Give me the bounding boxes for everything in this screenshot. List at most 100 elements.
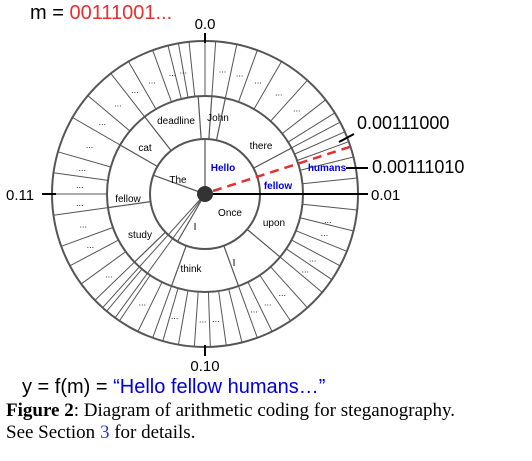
ellipsis-mark-3: ... [254,75,262,85]
outer-divider-36 [94,261,135,301]
outer-divider-31 [162,288,179,342]
caption-sep: : [73,400,80,421]
ellipsis-mark-8: ... [309,254,317,264]
outer-divider-25 [238,285,258,338]
token-deadline: deadline [157,116,195,127]
message-prefix: m = [30,2,69,24]
outer-divider-16 [302,203,358,211]
token-john: John [207,113,229,124]
token-fellow: fellow [115,194,141,205]
ellipsis-mark-11: ... [264,298,272,308]
label-right-lower: 0.01 [371,187,400,204]
outer-divider-47 [128,61,157,110]
outer-divider-49 [177,43,189,98]
ellipsis-mark-28: ... [169,68,177,78]
outer-divider-42 [53,172,109,181]
caption-label: Figure 2 [6,400,74,421]
middle-divider-1 [215,98,226,141]
ellipsis-mark-15: ... [171,311,179,321]
arithmetic-coding-diagram: ........................................… [6,2,464,398]
middle-divider-4 [246,228,281,258]
caption-line2-suffix: for details. [109,422,196,443]
output-text: “Hello fellow humans…” [113,376,325,398]
ellipsis-mark-19: ... [79,219,87,229]
ellipsis-mark-26: ... [131,85,139,95]
outer-divider-5 [238,50,258,103]
outer-divider-38 [69,239,119,267]
outer-divider-8 [281,99,326,135]
token-there: there [250,141,273,152]
ellipsis-mark-25: ... [114,99,122,109]
outer-divider-28 [207,291,211,347]
outer-divider-24 [247,281,273,332]
outer-divider-43 [57,151,111,168]
ellipsis-mark-4: ... [275,87,283,97]
label-bottom: 0.10 [190,358,219,375]
token-upon: upon [263,218,285,229]
token-once: Once [218,208,242,219]
outer-divider-11 [294,131,345,155]
middle-divider-11 [197,96,202,140]
tick-right-upper [338,133,355,143]
label-top: 0.0 [195,16,216,33]
outer-divider-30 [177,290,189,345]
outer-divider-29 [193,291,199,347]
outer-divider-32 [152,285,172,338]
ellipsis-mark-20: ... [76,198,84,208]
outer-divider-19 [291,239,341,267]
inner-divider-3 [153,174,206,195]
interval-dash [212,145,351,193]
outer-divider-4 [224,44,238,99]
ellipsis-mark-7: ... [321,228,329,238]
token-i-inner: I [194,222,197,233]
middle-divider-10 [144,116,172,152]
middle-divider-0 [208,96,213,140]
ellipsis-mark-6: ... [324,215,332,225]
token-humans: humans [308,163,347,174]
outer-divider-26 [228,288,243,343]
outer-divider-10 [291,121,341,149]
output-prefix: y = f(m) = [22,376,113,398]
caption-line2-prefix: See Section [6,422,100,443]
middle-divider-6 [170,245,187,287]
outer-divider-6 [253,61,282,110]
middle-divider-5 [223,245,240,287]
inner-divider-2 [176,193,206,242]
center-dot [197,186,213,202]
diagram-marks: ........................................… [76,65,351,324]
outer-divider-7 [270,79,308,122]
middle-divider-9 [119,144,158,168]
ellipsis-mark-27: ... [148,75,156,85]
outer-divider-12 [296,141,349,161]
outer-divider-17 [299,217,354,232]
outer-divider-22 [270,266,308,309]
outer-divider-14 [302,177,358,185]
output-line: y = f(m) = “Hello fellow humans…” [22,376,325,398]
ellipsis-mark-23: ... [86,140,94,150]
label-right-middle: 0.00111010 [372,157,464,177]
outer-divider-18 [295,230,348,252]
diagram-lines [42,33,368,356]
outer-divider-13 [299,156,354,171]
outer-divider-21 [279,256,323,293]
figure-caption: Figure 2: Diagram of arithmetic coding f… [6,400,506,444]
token-study: study [128,230,152,241]
outer-divider-1 [188,41,196,97]
token-i-middle: I [233,258,236,269]
ellipsis-mark-22: ... [78,163,86,173]
section-link[interactable]: 3 [99,422,110,443]
ellipsis-mark-24: ... [98,117,106,127]
outer-divider-20 [285,248,333,280]
ellipsis-mark-21: ... [76,180,84,190]
label-right-upper: 0.00111000 [357,113,449,133]
outer-divider-46 [110,73,146,118]
outer-divider-37 [80,251,127,285]
outer-divider-39 [61,227,114,247]
middle-divider-2 [253,147,292,169]
label-left: 0.11 [6,187,34,204]
ellipsis-mark-13: ... [212,314,220,324]
ellipsis-mark-10: ... [279,288,287,298]
middle-divider-7 [134,231,166,263]
outer-divider-3 [211,41,217,97]
ellipsis-mark-1: ... [219,65,227,75]
